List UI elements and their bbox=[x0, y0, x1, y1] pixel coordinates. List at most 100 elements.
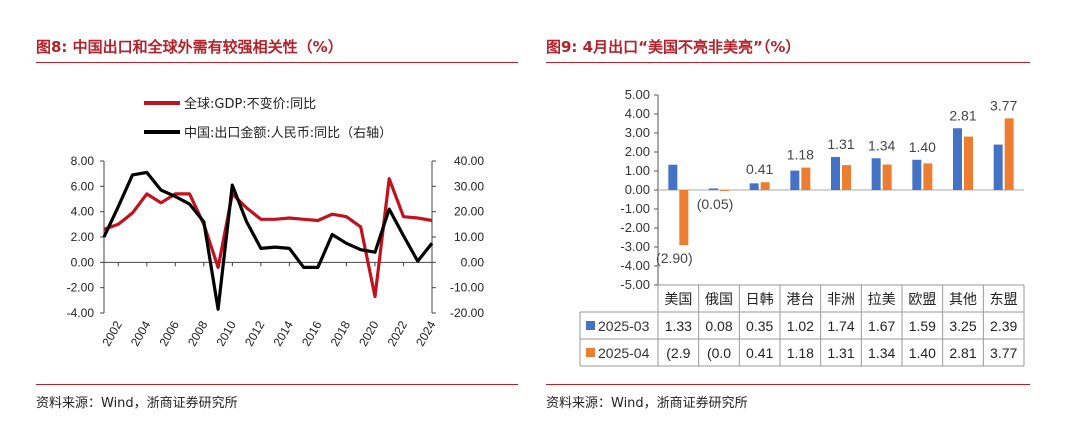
bar-2025-04 bbox=[964, 136, 973, 190]
table-header-cell: 其他 bbox=[949, 292, 977, 308]
table-cell: 1.33 bbox=[665, 318, 692, 334]
left-y-tick-label: 0.00 bbox=[71, 255, 95, 269]
figure-8-panel: 图8: 中国出口和全球外需有较强相关性（%） 全球:GDP:不变价:同比 中国:… bbox=[0, 0, 522, 440]
x-tick-label: 2002 bbox=[99, 318, 125, 348]
table-cell: 1.34 bbox=[868, 345, 895, 361]
table-cell: 0.41 bbox=[746, 345, 773, 361]
data-label-2025-04: 2.81 bbox=[949, 107, 976, 123]
table-series-label: 2025-04 bbox=[598, 345, 650, 361]
bar-2025-03 bbox=[953, 128, 962, 190]
x-tick-label: 2012 bbox=[242, 318, 268, 348]
table-header-cell: 非洲 bbox=[827, 292, 855, 308]
left-y-tick-label: 4.00 bbox=[71, 205, 95, 219]
right-y-tick-label: 10.00 bbox=[454, 230, 484, 244]
y-tick-label: 1.00 bbox=[625, 163, 650, 178]
data-label-2025-04: (0.05) bbox=[697, 196, 734, 212]
y-tick-label: 4.00 bbox=[625, 106, 650, 121]
table-header-cell: 日韩 bbox=[746, 292, 774, 308]
y-tick-label: -1.00 bbox=[620, 201, 650, 216]
legend-label-china-export: 中国:出口金额:人民币:同比（右轴） bbox=[184, 126, 393, 141]
y-tick-label: -4.00 bbox=[620, 258, 650, 273]
data-label-2025-04: 1.34 bbox=[868, 137, 895, 153]
bar-2025-03 bbox=[668, 164, 678, 190]
table-header-cell: 美国 bbox=[664, 292, 692, 308]
table-cell: 1.40 bbox=[909, 345, 936, 361]
table-legend-swatch-2025-04 bbox=[586, 348, 595, 357]
right-y-tick-label: 40.00 bbox=[454, 154, 484, 168]
bar-2025-03 bbox=[912, 159, 922, 190]
left-y-tick-label: 2.00 bbox=[71, 230, 95, 244]
legend-swatch-global-gdp bbox=[144, 101, 180, 105]
left-y-tick-label: 6.00 bbox=[71, 179, 95, 193]
table-cell: (2.9 bbox=[666, 345, 690, 361]
figure-9-top-rule bbox=[546, 62, 1030, 63]
data-label-2025-04: 0.41 bbox=[746, 161, 773, 177]
bar-2025-04 bbox=[760, 182, 770, 190]
y-tick-label: 3.00 bbox=[625, 125, 650, 140]
bar-2025-04 bbox=[882, 164, 892, 190]
right-y-tick-label: 0.00 bbox=[461, 255, 485, 269]
bar-2025-04 bbox=[1004, 118, 1014, 190]
data-label-2025-04: 1.40 bbox=[909, 139, 936, 155]
y-tick-label: -2.00 bbox=[620, 220, 650, 235]
table-cell: 1.59 bbox=[909, 318, 936, 334]
x-tick-label: 2004 bbox=[128, 318, 154, 348]
bar-2025-04 bbox=[679, 190, 689, 246]
bar-2025-03 bbox=[871, 158, 881, 190]
figure-8-title: 图8: 中国出口和全球外需有较强相关性（%） bbox=[36, 38, 343, 56]
table-cell: 1.02 bbox=[787, 318, 814, 334]
x-tick-label: 2014 bbox=[271, 318, 297, 348]
figure-9-source: 资料来源：Wind，浙商证券研究所 bbox=[546, 396, 748, 411]
bar-2025-03 bbox=[993, 144, 1003, 190]
right-y-tick-label: -20.00 bbox=[450, 306, 484, 320]
figure-9-bar-chart: -5.00 -4.00 -3.00 -2.00 -1.00 0.00 1.00 2.00 3.0… bbox=[579, 87, 1025, 367]
data-label-2025-04: 1.18 bbox=[787, 147, 814, 163]
bar-2025-04 bbox=[720, 190, 729, 191]
x-tick-label: 2020 bbox=[356, 318, 382, 348]
table-header-cell: 俄国 bbox=[705, 292, 733, 308]
figure-8-top-rule bbox=[36, 62, 518, 63]
left-y-tick-label: 8.00 bbox=[71, 154, 95, 168]
legend-swatch-china-export bbox=[144, 130, 180, 134]
table-cell: 3.25 bbox=[949, 318, 976, 334]
bar-2025-03 bbox=[709, 188, 718, 190]
x-tick-label: 2022 bbox=[385, 318, 411, 348]
table-cell: 1.31 bbox=[827, 345, 854, 361]
y-tick-label: -5.00 bbox=[620, 277, 650, 292]
left-y-tick-label: -2.00 bbox=[67, 281, 95, 295]
x-tick-label: 2006 bbox=[156, 318, 182, 348]
y-tick-label: 2.00 bbox=[625, 144, 650, 159]
table-cell: 3.77 bbox=[990, 345, 1017, 361]
table-header-cell: 拉美 bbox=[868, 292, 896, 308]
right-y-tick-label: -10.00 bbox=[450, 281, 484, 295]
right-y-tick-label: 20.00 bbox=[454, 205, 484, 219]
table-header-cell: 欧盟 bbox=[908, 292, 936, 308]
data-label-2025-04: 3.77 bbox=[990, 97, 1017, 113]
figure-9-title: 图9: 4月出口“美国不亮非美亮”（%） bbox=[546, 38, 801, 56]
figure-8-source: 资料来源：Wind，浙商证券研究所 bbox=[36, 396, 238, 411]
x-tick-label: 2018 bbox=[328, 318, 354, 348]
table-header-cell: 东盟 bbox=[990, 292, 1018, 308]
table-cell: 1.18 bbox=[787, 345, 814, 361]
left-y-tick-label: -4.00 bbox=[67, 306, 95, 320]
table-cell: 2.39 bbox=[990, 318, 1017, 334]
series-line-china-export bbox=[102, 170, 434, 311]
bar-2025-04 bbox=[923, 163, 933, 190]
table-cell: 1.67 bbox=[868, 318, 895, 334]
bar-2025-04 bbox=[801, 167, 811, 190]
figure-9-panel: 图9: 4月出口“美国不亮非美亮”（%） -5.00 -4.00 -3.00 -2.0… bbox=[540, 0, 1080, 440]
bar-2025-04 bbox=[842, 165, 851, 190]
x-tick-label: 2010 bbox=[213, 318, 239, 348]
y-tick-label: 0.00 bbox=[625, 182, 650, 197]
table-cell: 1.74 bbox=[827, 318, 854, 334]
y-tick-label: -3.00 bbox=[620, 239, 650, 254]
bar-2025-03 bbox=[831, 156, 840, 190]
table-cell: 0.08 bbox=[705, 318, 732, 334]
legend-label-global-gdp: 全球:GDP:不变价:同比 bbox=[184, 97, 317, 112]
data-label-2025-04: (2.90) bbox=[656, 250, 693, 266]
x-tick-label: 2008 bbox=[185, 318, 211, 348]
table-legend-swatch-2025-03 bbox=[586, 321, 595, 330]
table-cell: (0.0 bbox=[707, 345, 731, 361]
bar-2025-03 bbox=[790, 170, 800, 190]
x-tick-label: 2016 bbox=[299, 318, 325, 348]
